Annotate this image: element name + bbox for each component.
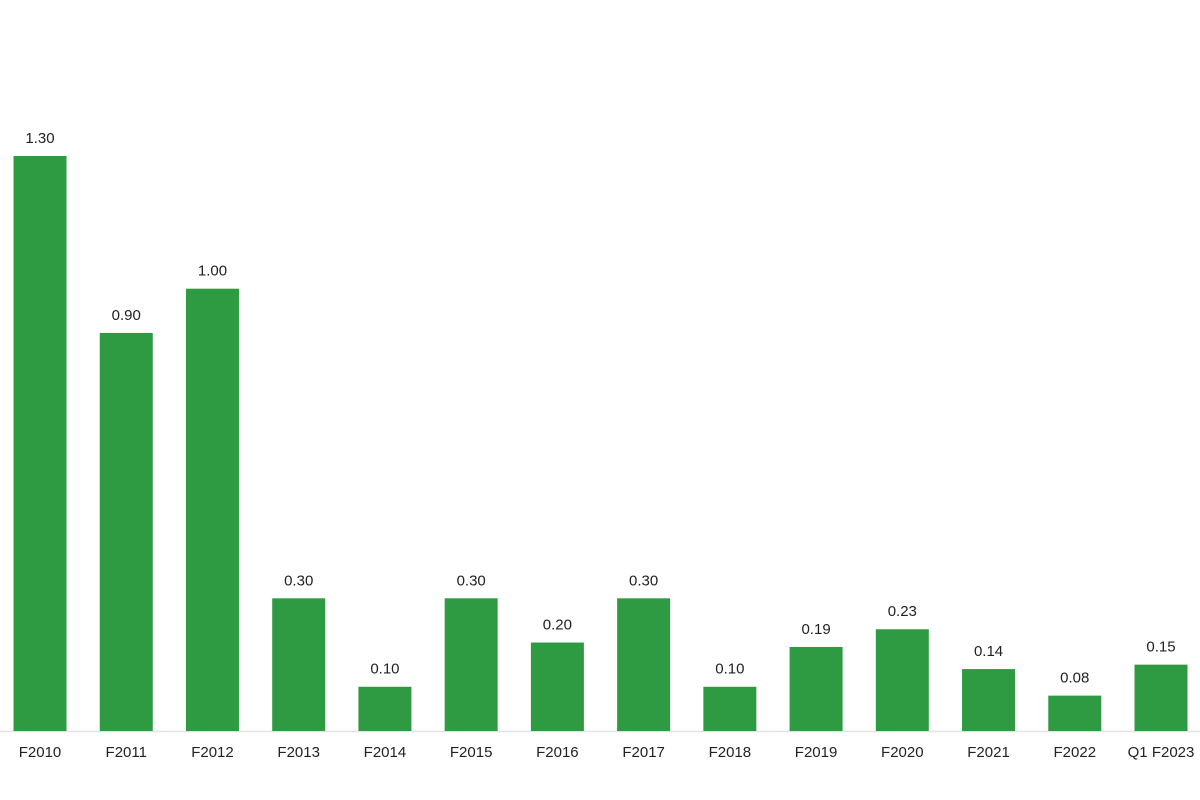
bar <box>875 629 929 731</box>
value-label: 1.30 <box>25 130 54 147</box>
bar <box>1048 695 1102 731</box>
value-label: 0.14 <box>974 643 1003 660</box>
bar <box>99 332 153 731</box>
x-tick-label: F2020 <box>881 744 924 761</box>
value-label: 0.23 <box>888 603 917 620</box>
bar <box>789 646 843 731</box>
x-tick-label: Q1 F2023 <box>1128 744 1195 761</box>
x-tick-label: F2011 <box>106 744 147 761</box>
value-label: 0.08 <box>1060 670 1089 687</box>
value-label: 0.19 <box>801 621 830 638</box>
value-label: 0.10 <box>715 661 744 678</box>
x-tick-label: F2013 <box>277 744 320 761</box>
value-label: 0.30 <box>629 572 658 589</box>
x-tick-label: F2022 <box>1054 744 1097 761</box>
x-tick-label: F2017 <box>622 744 665 761</box>
x-tick-label: F2012 <box>191 744 234 761</box>
x-tick-label: F2018 <box>709 744 752 761</box>
bar <box>530 642 584 731</box>
x-tick-label: F2021 <box>967 744 1010 761</box>
value-label: 0.30 <box>457 572 486 589</box>
value-label: 0.30 <box>284 572 313 589</box>
bar <box>185 288 239 731</box>
bar <box>13 156 67 731</box>
bar <box>444 598 498 731</box>
bar <box>617 598 671 731</box>
bar <box>1134 664 1188 731</box>
x-tick-label: F2014 <box>364 744 407 761</box>
x-tick-label: F2010 <box>19 744 62 761</box>
value-label: 1.00 <box>198 263 227 280</box>
value-label: 0.10 <box>370 661 399 678</box>
value-label: 0.90 <box>112 307 141 324</box>
x-tick-label: F2015 <box>450 744 493 761</box>
bar <box>272 598 326 731</box>
x-tick-label: F2016 <box>536 744 579 761</box>
value-label: 0.20 <box>543 617 572 634</box>
bar <box>703 686 757 731</box>
bar <box>962 669 1016 731</box>
bar <box>358 686 412 731</box>
value-label: 0.15 <box>1146 639 1175 656</box>
x-tick-label: F2019 <box>795 744 838 761</box>
